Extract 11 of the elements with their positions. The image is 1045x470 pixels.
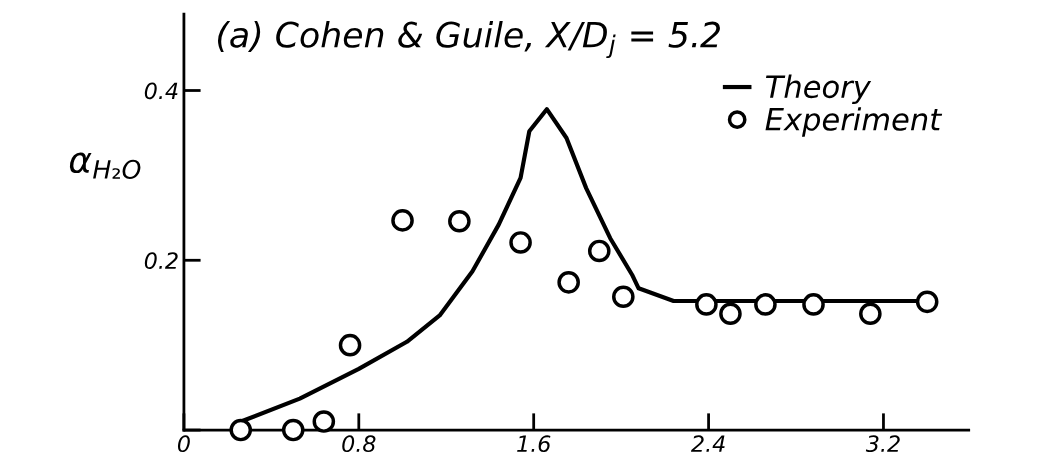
x-tick-label: 0 bbox=[177, 435, 190, 453]
x-tick-label: 1.6 bbox=[517, 435, 551, 453]
y-axis-title: α$_{H₂O}$ bbox=[69, 152, 141, 179]
y-tick-label: 0.4 bbox=[144, 82, 178, 100]
legend-label: Experiment bbox=[765, 107, 943, 137]
x-tick-label: 0.8 bbox=[342, 435, 376, 453]
x-tick-label: 3.2 bbox=[865, 435, 900, 453]
legend-label: Theory bbox=[765, 74, 872, 105]
y-tick-label: 0.2 bbox=[144, 252, 178, 270]
chart-title: (a) Cohen & Guile, X/D$_{j}$ = 5.2 bbox=[217, 20, 720, 59]
x-tick-label: 2.4 bbox=[690, 435, 725, 452]
